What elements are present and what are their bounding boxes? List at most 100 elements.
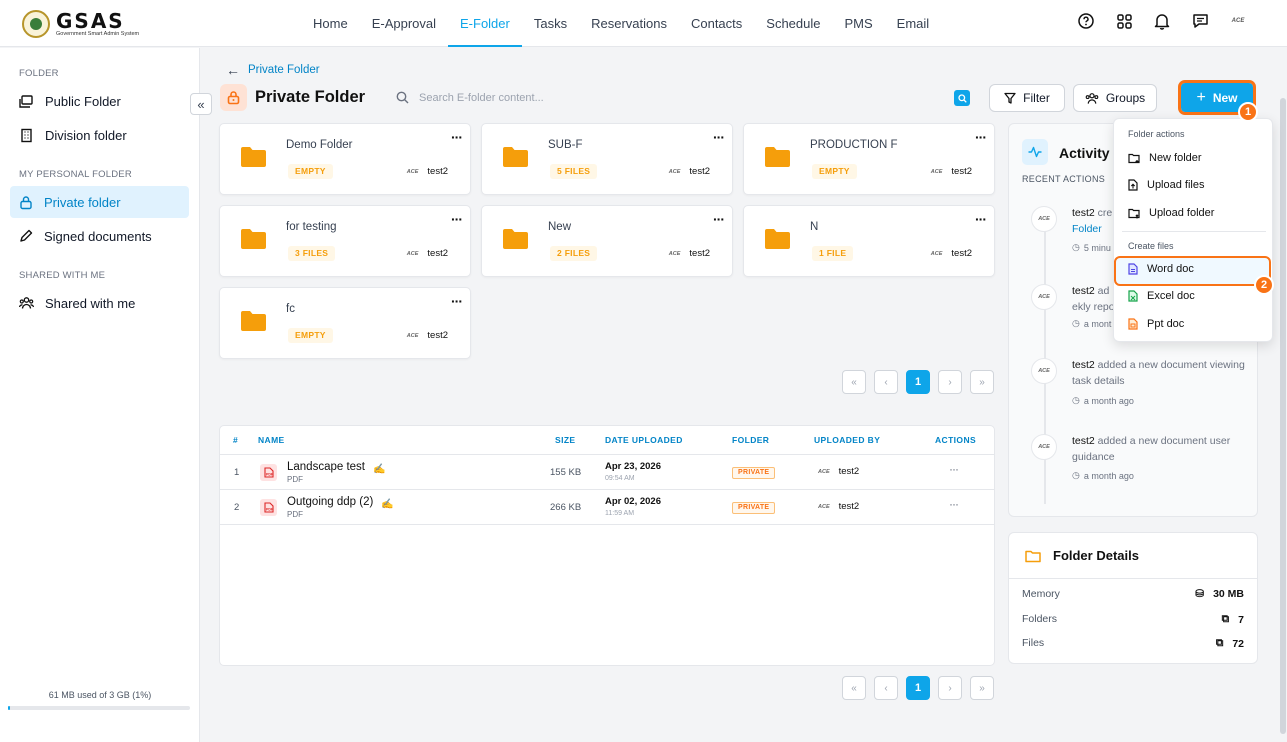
more-options-icon[interactable]: ··· xyxy=(451,129,463,145)
filter-button[interactable]: Filter xyxy=(989,84,1065,112)
activity-time: a mont xyxy=(1083,318,1112,329)
groups-button[interactable]: Groups xyxy=(1073,84,1157,112)
menu-item-upload-folder[interactable]: Upload folder xyxy=(1128,207,1214,219)
folders-value: 7 xyxy=(1238,613,1244,626)
logo[interactable]: GSAS Government Smart Admin System xyxy=(22,10,139,38)
prev-page-button[interactable]: ‹ xyxy=(874,676,898,700)
folder-file-count-badge: EMPTY xyxy=(288,328,333,343)
folder-card[interactable]: for testing 3 FILES ACE test2 ··· xyxy=(219,205,471,277)
col-header-date[interactable]: DATE UPLOADED xyxy=(605,435,683,445)
nav-reservations[interactable]: Reservations xyxy=(591,16,667,31)
file-name[interactable]: Outgoing ddp (2) xyxy=(287,496,374,508)
next-page-button[interactable]: › xyxy=(938,676,962,700)
col-header-folder[interactable]: FOLDER xyxy=(732,435,770,445)
user-avatar[interactable]: ACE xyxy=(1231,18,1245,24)
folder-plus-icon xyxy=(1128,153,1140,163)
logo-seal-icon xyxy=(22,10,50,38)
collapse-sidebar-button[interactable]: « xyxy=(190,93,212,115)
search-submit-button[interactable] xyxy=(954,90,970,106)
page-1-button[interactable]: 1 xyxy=(906,676,930,700)
more-options-icon[interactable]: ··· xyxy=(451,293,463,309)
activity-link[interactable]: Folder xyxy=(1072,223,1102,235)
folder-card[interactable]: SUB-F 5 FILES ACE test2 ··· xyxy=(481,123,733,195)
svg-text:PDF: PDF xyxy=(266,473,274,477)
more-options-icon[interactable]: ··· xyxy=(975,129,987,145)
table-row[interactable]: 1 PDF Landscape test PDF 155 KB Apr 23, 2026 0… xyxy=(220,454,994,489)
back-arrow-icon: ← xyxy=(226,62,240,78)
nav-e-approval[interactable]: E-Approval xyxy=(371,16,436,31)
menu-item-new-folder[interactable]: New folder xyxy=(1128,152,1202,164)
new-dropdown-menu: Folder actions New folder Upload files U… xyxy=(1113,118,1273,342)
avatar: ACE xyxy=(1031,434,1057,460)
first-page-button[interactable]: « xyxy=(842,370,866,394)
prev-page-button[interactable]: ‹ xyxy=(874,370,898,394)
dropdown-section-folder-actions: Folder actions xyxy=(1128,129,1185,139)
sidebar-item-label: Division folder xyxy=(45,127,127,143)
menu-item-word-doc[interactable]: Word doc xyxy=(1128,263,1194,275)
signature-icon: ✍ xyxy=(373,464,386,475)
nav-schedule[interactable]: Schedule xyxy=(766,16,821,31)
menu-item-excel-doc[interactable]: Excel doc xyxy=(1128,290,1195,302)
apps-grid-icon[interactable] xyxy=(1115,12,1133,30)
more-options-icon[interactable]: ··· xyxy=(451,211,463,227)
table-row[interactable]: 2 PDF Outgoing ddp (2) PDF 266 KB Apr 02, 202… xyxy=(220,489,994,524)
sidebar-item-shared-with-me[interactable]: Shared with me xyxy=(10,287,189,319)
plus-icon: + xyxy=(1196,88,1206,106)
folder-card[interactable]: N 1 FILE ACE test2 ··· xyxy=(743,205,995,277)
upload-time: 11:59 AM xyxy=(605,510,635,517)
help-icon[interactable] xyxy=(1077,12,1095,30)
folder-card[interactable]: PRODUCTION F EMPTY ACE test2 ··· xyxy=(743,123,995,195)
page-scrollbar[interactable] xyxy=(1278,48,1287,742)
more-options-icon[interactable]: ··· xyxy=(975,211,987,227)
avatar: ACE xyxy=(668,250,681,257)
bell-icon[interactable] xyxy=(1153,12,1171,30)
folder-icon xyxy=(503,229,528,249)
scrollbar-thumb[interactable] xyxy=(1280,98,1286,734)
activity-text: added a new document viewing task detail… xyxy=(1072,359,1245,387)
nav-e-folder[interactable]: E-Folder xyxy=(448,0,522,47)
menu-item-upload-files[interactable]: Upload files xyxy=(1128,179,1204,191)
folder-icon xyxy=(765,229,790,249)
col-header-size[interactable]: SIZE xyxy=(555,435,576,445)
last-page-button[interactable]: » xyxy=(970,676,994,700)
folders-label: Folders xyxy=(1022,613,1058,625)
avatar: ACE xyxy=(668,168,681,175)
folder-owner: test2 xyxy=(689,248,710,259)
folder-card[interactable]: fc EMPTY ACE test2 ··· xyxy=(219,287,471,359)
last-page-button[interactable]: » xyxy=(970,370,994,394)
activity-title: Activity H xyxy=(1059,145,1124,161)
main-nav: Home E-Approval E-Folder Tasks Reservati… xyxy=(301,0,941,47)
sidebar-item-private-folder[interactable]: Private folder xyxy=(10,186,189,218)
page-1-button[interactable]: 1 xyxy=(906,370,930,394)
sidebar-item-signed-documents[interactable]: Signed documents xyxy=(10,220,189,252)
row-actions-button[interactable]: ··· xyxy=(949,462,959,476)
sidebar-item-label: Shared with me xyxy=(45,295,136,311)
nav-contacts[interactable]: Contacts xyxy=(690,16,743,31)
folder-file-count-badge: EMPTY xyxy=(812,164,857,179)
folder-card[interactable]: Demo Folder EMPTY ACE test2 ··· xyxy=(219,123,471,195)
next-page-button[interactable]: › xyxy=(938,370,962,394)
file-name[interactable]: Landscape test xyxy=(287,461,366,473)
chat-icon[interactable] xyxy=(1191,12,1209,30)
menu-item-ppt-doc[interactable]: Ppt doc xyxy=(1128,318,1184,330)
folder-card[interactable]: New 2 FILES ACE test2 ··· xyxy=(481,205,733,277)
folder-owner: test2 xyxy=(427,330,448,341)
search-input[interactable] xyxy=(419,91,939,104)
col-header-name[interactable]: NAME xyxy=(258,435,285,445)
first-page-button[interactable]: « xyxy=(842,676,866,700)
signature-icon: ✍ xyxy=(381,499,394,510)
avatar: ACE xyxy=(1031,206,1057,232)
avatar: ACE xyxy=(1031,358,1057,384)
col-header-uploaded-by[interactable]: UPLOADED BY xyxy=(814,435,881,445)
nav-pms[interactable]: PMS xyxy=(844,16,873,31)
nav-email[interactable]: Email xyxy=(896,16,930,31)
nav-tasks[interactable]: Tasks xyxy=(533,16,568,31)
nav-home[interactable]: Home xyxy=(313,16,348,31)
breadcrumb[interactable]: ← Private Folder xyxy=(226,62,320,78)
more-options-icon[interactable]: ··· xyxy=(713,211,725,227)
more-options-icon[interactable]: ··· xyxy=(713,129,725,145)
lock-icon xyxy=(220,84,247,111)
sidebar-item-public-folder[interactable]: Public Folder xyxy=(10,85,189,117)
sidebar-item-division-folder[interactable]: Division folder xyxy=(10,119,189,151)
row-actions-button[interactable]: ··· xyxy=(949,497,959,511)
